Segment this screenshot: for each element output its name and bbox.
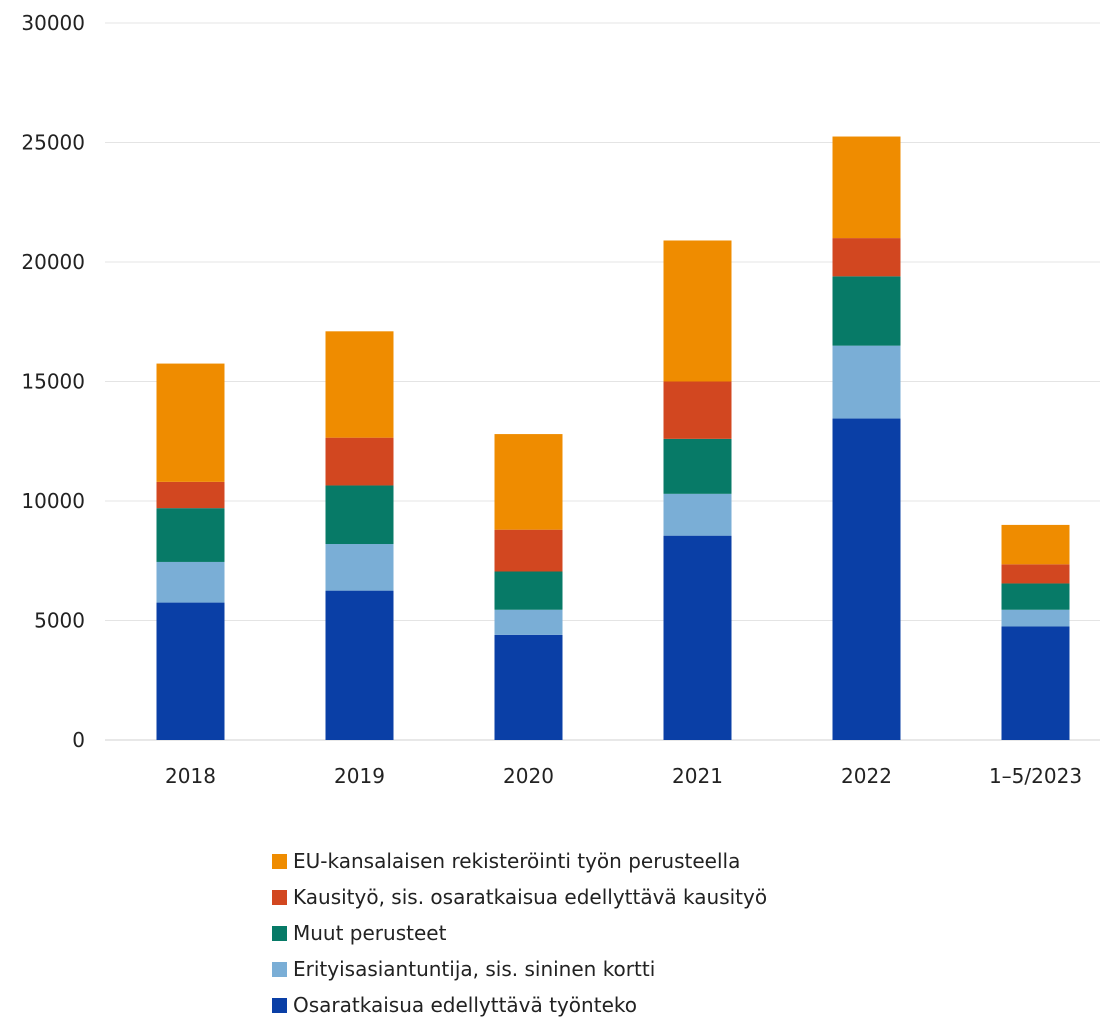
bar-segment [832, 136, 901, 239]
bar-segment [156, 508, 225, 562]
legend-item: Erityisasiantuntija, sis. sininen kortti [272, 951, 767, 987]
bar-stack [325, 331, 394, 740]
bar-segment [1001, 583, 1070, 610]
bar-segment [663, 381, 732, 439]
legend-label: EU-kansalaisen rekisteröinti työn perust… [293, 849, 741, 873]
bar-segment [832, 345, 901, 419]
bar-segment [325, 437, 394, 486]
bar-segment [156, 363, 225, 482]
bar-segment [494, 571, 563, 610]
legend-label: Osaratkaisua edellyttävä työnteko [293, 993, 637, 1017]
bar-segment [663, 240, 732, 382]
legend-swatch [272, 997, 287, 1013]
y-tick-label: 0 [72, 728, 85, 752]
bar-segment [1001, 524, 1070, 565]
legend: EU-kansalaisen rekisteröinti työn perust… [272, 843, 767, 1023]
bar-segment [156, 481, 225, 509]
bar-stack [663, 240, 732, 740]
legend-swatch [272, 961, 287, 977]
bar-segment [1001, 564, 1070, 584]
legend-label: Kausityö, sis. osaratkaisua edellyttävä … [293, 885, 768, 909]
bar-segment [832, 238, 901, 277]
x-tick-label: 2022 [841, 764, 892, 788]
bar-stack [832, 136, 901, 740]
x-tick-label: 1–5/2023 [989, 764, 1082, 788]
bar-segment [156, 602, 225, 740]
bar-segment [494, 434, 563, 530]
bar-segment [663, 535, 732, 740]
bar-segment [1001, 626, 1070, 740]
bar-stack [494, 434, 563, 740]
legend-label: Erityisasiantuntija, sis. sininen kortti [293, 957, 656, 981]
legend-item: Kausityö, sis. osaratkaisua edellyttävä … [272, 879, 767, 915]
bar-segment [832, 276, 901, 346]
legend-swatch [272, 925, 287, 941]
stacked-bar-chart: 0 5000 10000 15000 20000 25000 30000 2018 2019 20… [21, 11, 1100, 788]
x-tick-label: 2021 [672, 764, 723, 788]
bar-stack [156, 363, 225, 740]
bar-segment [494, 529, 563, 572]
legend-item: Osaratkaisua edellyttävä työnteko [272, 987, 767, 1023]
legend-swatch [272, 889, 287, 905]
bar-segment [325, 544, 394, 591]
x-tick-label: 2018 [165, 764, 216, 788]
bar-segment [1001, 609, 1070, 627]
bar-segment [156, 561, 225, 603]
y-tick-label: 30000 [21, 11, 85, 35]
y-tick-label: 25000 [21, 131, 85, 155]
bar-segment [832, 418, 901, 740]
legend-item: EU-kansalaisen rekisteröinti työn perust… [272, 843, 767, 879]
legend-item: Muut perusteet [272, 915, 767, 951]
bar-segment [325, 331, 394, 438]
bar-segment [494, 609, 563, 635]
legend-swatch [272, 853, 287, 869]
x-tick-label: 2020 [503, 764, 554, 788]
bar-segment [663, 438, 732, 494]
y-tick-label: 15000 [21, 370, 85, 394]
bar-segment [663, 493, 732, 536]
bar-segment [494, 634, 563, 740]
y-tick-label: 5000 [34, 609, 85, 633]
y-tick-label: 10000 [21, 489, 85, 513]
bar-stack [1001, 524, 1070, 740]
x-tick-label: 2019 [334, 764, 385, 788]
legend-label: Muut perusteet [293, 921, 447, 945]
bar-segment [325, 590, 394, 740]
bar-segment [325, 485, 394, 545]
y-tick-label: 20000 [21, 250, 85, 274]
